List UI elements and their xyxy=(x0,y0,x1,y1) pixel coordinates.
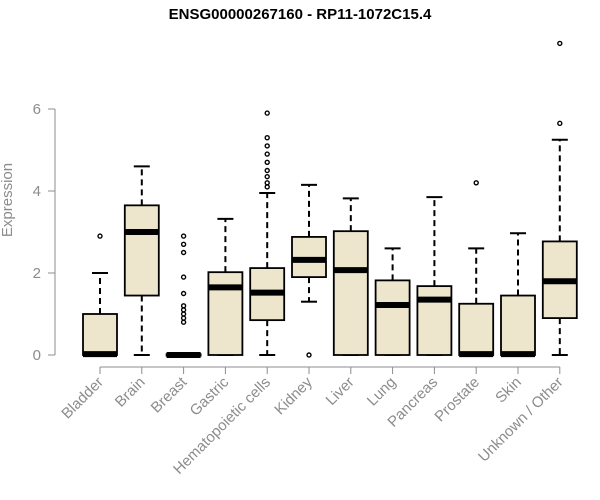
x-tick-label: Skin xyxy=(492,374,525,407)
box-rect xyxy=(123,204,160,297)
x-tick-label: Breast xyxy=(148,373,191,416)
outlier-point xyxy=(180,274,187,280)
box-rect xyxy=(500,294,536,356)
box-10 xyxy=(500,232,536,358)
outlier-point xyxy=(264,173,270,180)
outlier-point xyxy=(180,290,187,297)
box-2 xyxy=(165,233,202,358)
y-tick-label: 4 xyxy=(33,183,41,200)
box-5 xyxy=(291,183,327,358)
outlier-point xyxy=(264,110,270,116)
outlier-point xyxy=(264,167,270,174)
outlier-point xyxy=(264,180,270,186)
outlier-point xyxy=(180,233,187,239)
outlier-point xyxy=(180,241,187,248)
outlier-point xyxy=(97,233,103,239)
x-tick-label: Liver xyxy=(323,374,358,409)
outlier-point xyxy=(557,40,563,47)
chart-title: ENSG00000267160 - RP11-1072C15.4 xyxy=(168,6,432,23)
box-rect xyxy=(332,230,369,356)
outlier-point xyxy=(264,151,270,157)
outlier-point xyxy=(180,311,187,317)
outlier-point xyxy=(264,159,270,166)
box-rect xyxy=(374,279,411,356)
y-tick-label: 0 xyxy=(33,347,41,364)
box-rect xyxy=(82,313,118,356)
box-6 xyxy=(332,197,369,356)
x-tick-label: Lung xyxy=(364,374,400,410)
box-11 xyxy=(541,40,578,356)
outlier-point xyxy=(557,120,563,127)
box-4 xyxy=(249,110,286,356)
boxes-group xyxy=(82,40,578,358)
box-0 xyxy=(82,233,118,358)
box-7 xyxy=(374,247,411,356)
outlier-point xyxy=(180,315,187,321)
outlier-point xyxy=(180,249,187,256)
outlier-point xyxy=(473,180,479,186)
x-tick-label: Kidney xyxy=(271,373,316,418)
outlier-point xyxy=(180,307,187,313)
x-tick-label: Brain xyxy=(112,374,149,411)
box-8 xyxy=(416,196,453,356)
y-axis-label: Expression xyxy=(0,163,16,237)
outlier-point xyxy=(264,143,270,149)
y-axis: 0 2 4 6 xyxy=(33,101,56,364)
box-rect xyxy=(416,285,453,356)
box-rect xyxy=(458,302,495,356)
outlier-point xyxy=(264,134,270,141)
box-1 xyxy=(123,165,160,356)
outlier-point xyxy=(180,303,187,309)
x-tick-label: Bladder xyxy=(58,374,107,423)
y-tick-label: 2 xyxy=(33,265,41,282)
x-tick-label: Prostate xyxy=(431,374,483,426)
outlier-point xyxy=(180,319,187,325)
outlier-point xyxy=(306,352,312,358)
box-3 xyxy=(207,217,244,356)
y-tick-label: 6 xyxy=(33,101,41,118)
box-9 xyxy=(458,180,495,358)
